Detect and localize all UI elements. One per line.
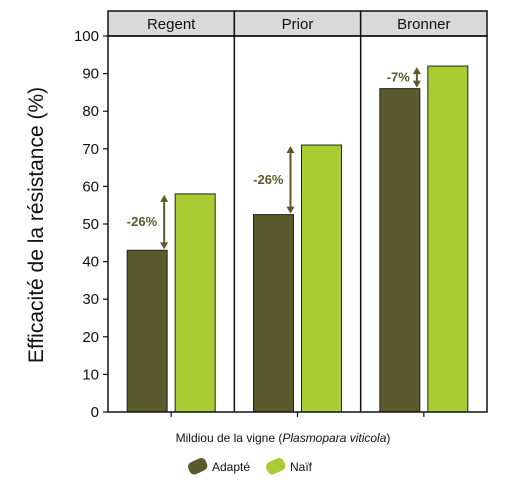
annotation-arrow-head (412, 80, 421, 88)
annotation-arrow-head (160, 242, 169, 250)
panel-header-label: Bronner (397, 16, 450, 33)
legend-swatch (265, 457, 286, 475)
y-tick-label: 50 (82, 216, 99, 233)
y-tick-label: 20 (82, 329, 99, 346)
panel-headers: Regent Prior Bronner (107, 10, 488, 37)
bar-naif (174, 193, 216, 413)
bar-adapte (379, 88, 421, 413)
annotation-arrow-head (412, 67, 421, 75)
annotation-arrow-head (286, 146, 295, 154)
y-tick-label: 10 (82, 366, 99, 383)
bar-adapte (126, 249, 168, 413)
legend: Adapté Naïf (187, 457, 313, 475)
legend-swatch (187, 457, 208, 475)
legend-label: Adapté (212, 460, 250, 474)
bars (126, 65, 469, 413)
bar-naif (427, 65, 469, 413)
y-tick-label: 60 (82, 178, 99, 195)
y-axis-label: Efficacité de la résistance (%) (25, 87, 48, 363)
annotation-label: -26% (127, 214, 158, 229)
x-axis-label-plain: Mildiou de la vigne ( (176, 431, 283, 445)
x-axis-label-italic: Plasmopara viticola (282, 431, 386, 445)
y-axis: 0 10 20 30 40 50 60 70 80 90 100 (74, 28, 108, 421)
annotation-arrow-head (160, 194, 169, 202)
y-tick-label: 90 (82, 66, 99, 83)
x-axis-label: Mildiou de la vigne (Plasmopara viticola… (176, 431, 391, 445)
panel-header-label: Regent (147, 16, 196, 33)
bar-adapte (253, 214, 294, 413)
panel-header-bg (107, 10, 236, 37)
annotations: -26% -26% -7% (127, 67, 421, 250)
y-tick-label: 70 (82, 141, 99, 158)
y-tick-label: 0 (91, 404, 99, 421)
y-tick-label: 30 (82, 291, 99, 308)
bar-naif (301, 144, 342, 413)
annotation-label: -26% (253, 172, 284, 187)
y-tick-label: 100 (74, 28, 99, 45)
legend-label: Naïf (290, 460, 313, 474)
y-tick-label: 40 (82, 254, 99, 271)
y-tick-label: 80 (82, 103, 99, 120)
x-axis-label-end: ) (386, 431, 390, 445)
annotation-label: -7% (387, 69, 411, 84)
annotation-arrow-head (286, 206, 295, 214)
panel-header-label: Prior (282, 16, 314, 33)
